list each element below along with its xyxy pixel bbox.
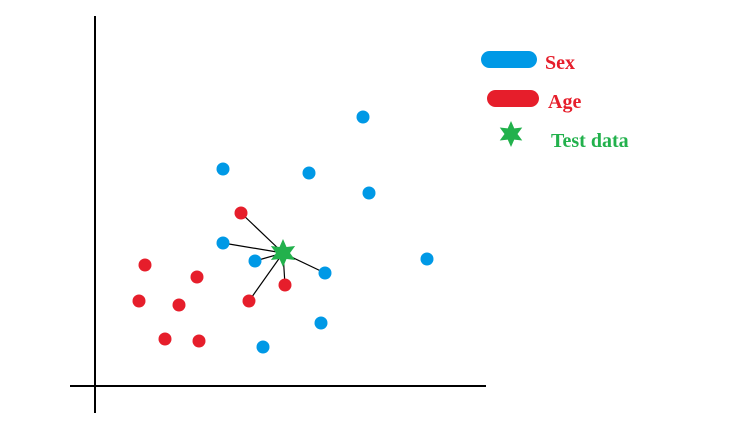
test-point-group [270, 239, 296, 267]
age-point-4 [172, 298, 186, 312]
sex-point-0 [356, 110, 370, 124]
neighbor-link-0 [240, 212, 284, 254]
legend-sex-marker [481, 51, 537, 68]
test-data-star-icon [270, 239, 296, 267]
age-point-0 [234, 206, 248, 220]
sex-point-5 [248, 254, 262, 268]
data-points [132, 110, 434, 354]
legend-sex-label: Sex [545, 52, 575, 74]
age-point-2 [190, 270, 204, 284]
sex-point-1 [216, 162, 230, 176]
sex-point-8 [314, 316, 328, 330]
sex-point-2 [302, 166, 316, 180]
age-point-6 [278, 278, 292, 292]
axes [70, 16, 486, 413]
sex-point-6 [318, 266, 332, 280]
sex-point-3 [362, 186, 376, 200]
legend-age-label: Age [548, 91, 581, 113]
legend-age-marker [487, 90, 539, 107]
neighbor-link-5 [248, 252, 284, 302]
sex-point-9 [256, 340, 270, 354]
legend-test-star-icon [499, 121, 523, 147]
sex-point-4 [216, 236, 230, 250]
age-point-3 [132, 294, 146, 308]
legend: Sex Age Test data [481, 51, 629, 152]
age-point-5 [242, 294, 256, 308]
neighbor-link-1 [222, 242, 284, 254]
sex-point-7 [420, 252, 434, 266]
age-point-7 [158, 332, 172, 346]
age-point-8 [192, 334, 206, 348]
legend-test-label: Test data [551, 130, 629, 152]
age-point-1 [138, 258, 152, 272]
